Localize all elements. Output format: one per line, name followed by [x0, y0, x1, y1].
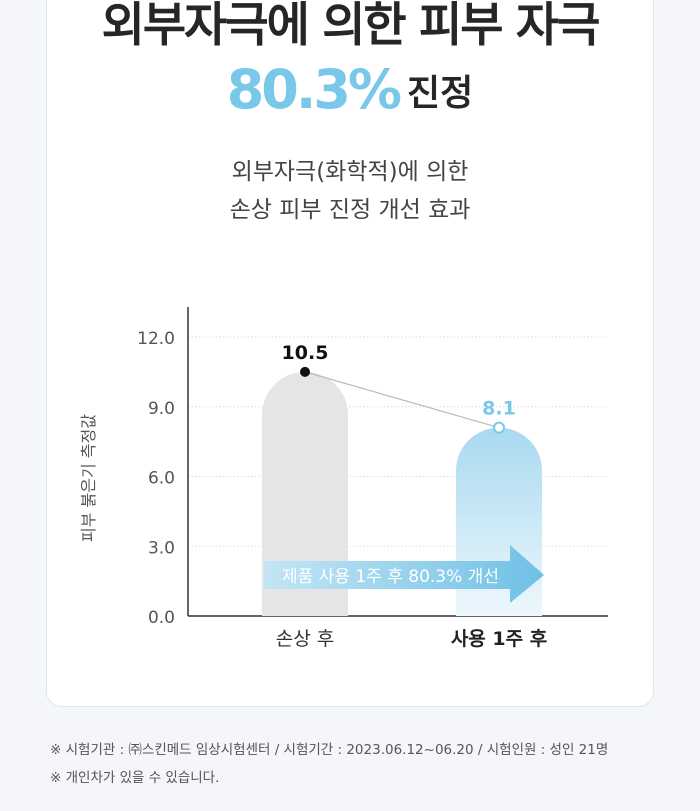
y-tick-label: 6.0	[148, 469, 175, 489]
content-card	[46, 0, 654, 707]
description-line-2: 손상 피부 진정 개선 효과	[229, 197, 471, 223]
subheadline-word: 진정	[407, 72, 474, 114]
y-axis-label: 피부 붉은기 측정값	[79, 414, 98, 542]
improvement-percent: 80.3%	[226, 58, 402, 121]
arrow-shape	[264, 545, 544, 603]
trend-connector-line	[304, 371, 500, 429]
improvement-arrow: 제품 사용 1주 후 80.3% 개선	[264, 545, 544, 603]
footnote-2: ※ 개인차가 있을 수 있습니다.	[50, 770, 220, 786]
y-tick-label: 0.0	[148, 608, 175, 628]
x-tick-label: 손상 후	[276, 628, 334, 650]
bar-before	[262, 371, 348, 616]
y-tick-label: 3.0	[148, 538, 175, 558]
y-tick-labels: 0.0 3.0 6.0 9.0 12.0	[137, 329, 175, 628]
x-tick-label: 사용 1주 후	[451, 628, 547, 650]
grid-lines	[188, 336, 608, 547]
description-line-1: 외부자극(화학적)에 의한	[231, 159, 469, 185]
data-label: 10.5	[282, 342, 329, 364]
data-label: 8.1	[482, 398, 516, 420]
y-tick-label: 12.0	[137, 329, 175, 349]
arrow-annotation-text: 제품 사용 1주 후 80.3% 개선	[282, 567, 499, 587]
headline: 외부자극에 의한 피부 자극	[101, 0, 601, 53]
y-tick-label: 9.0	[148, 399, 175, 419]
footnotes: ※ 시험기관 : ㈜스킨메드 임상시험센터 / 시험기간 : 2023.06.1…	[50, 736, 608, 792]
data-point	[493, 421, 505, 434]
description: 외부자극(화학적)에 의한 손상 피부 진정 개선 효과	[0, 153, 700, 229]
subheadline: 80.3% 진정	[0, 58, 700, 121]
bar-chart: 0.0 3.0 6.0 9.0 12.0 피부 붉은기 측정값 10.5 8.1 제품 사…	[79, 307, 608, 650]
data-point	[300, 366, 310, 377]
footnote-1: ※ 시험기관 : ㈜스킨메드 임상시험센터 / 시험기간 : 2023.06.1…	[50, 742, 609, 758]
